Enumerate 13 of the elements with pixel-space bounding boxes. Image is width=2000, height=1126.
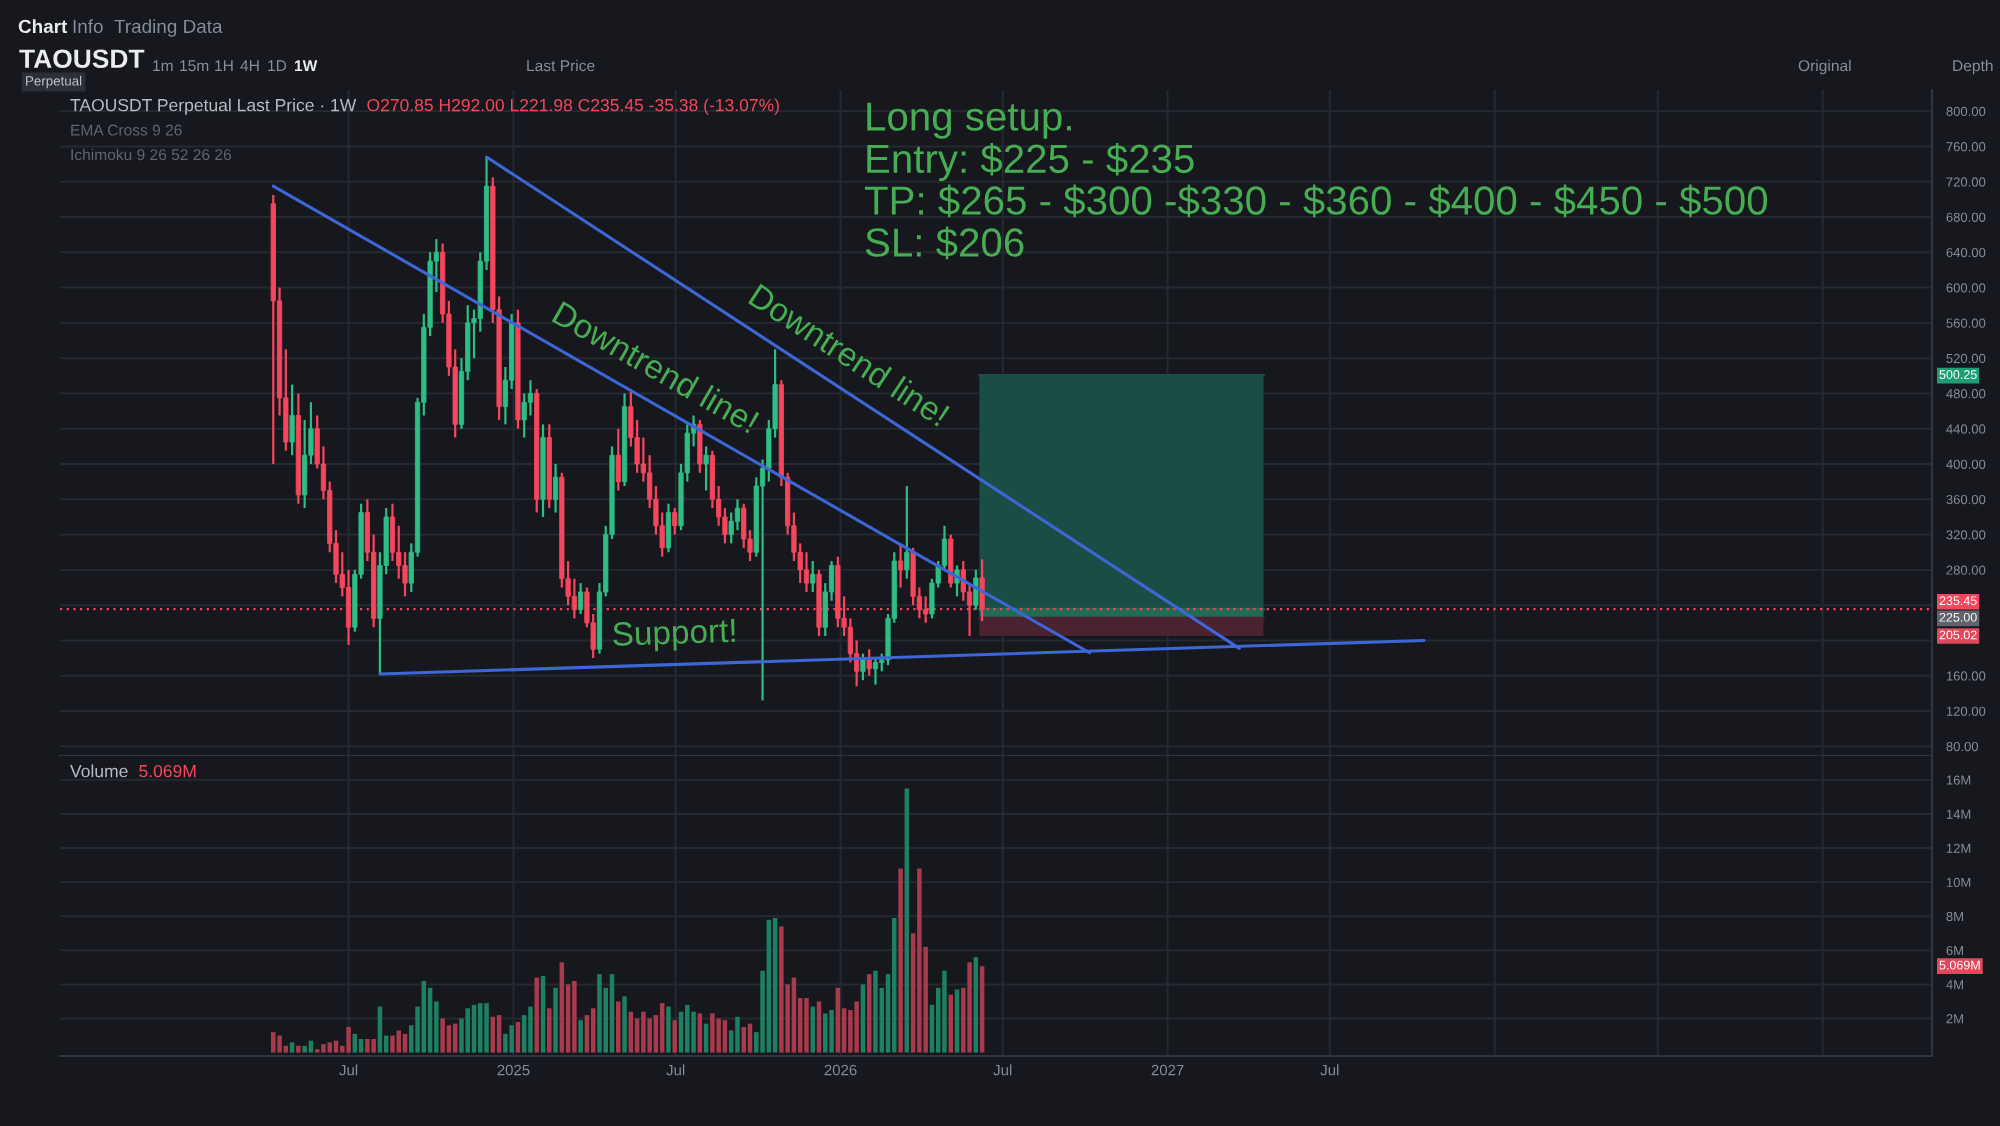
text: Trading Data [114, 19, 223, 37]
chart-title: Volume [70, 764, 128, 778]
chart-title: TAOUSDT Perpetual Last Price · 1W [70, 98, 357, 115]
text: Info [73, 19, 103, 34]
annotation: SL: $206 [865, 226, 1024, 260]
annotation: Support! [612, 618, 736, 653]
chart-subtitle: O270.85 H292.00 L221.98 C235.45 -35.38 (-13.07%) [367, 98, 779, 115]
text: TAOUSDT [19, 49, 145, 69]
annotation: Entry: $225 - $235 [867, 142, 1194, 182]
chart-subtitle: 5.069M [139, 764, 196, 778]
annotation: Long setup. [867, 102, 1071, 139]
annotation: TP: $265 - $300 -$330 - $360 - $400 - $450 - $500 [864, 184, 1768, 218]
text: Chart [18, 19, 68, 34]
